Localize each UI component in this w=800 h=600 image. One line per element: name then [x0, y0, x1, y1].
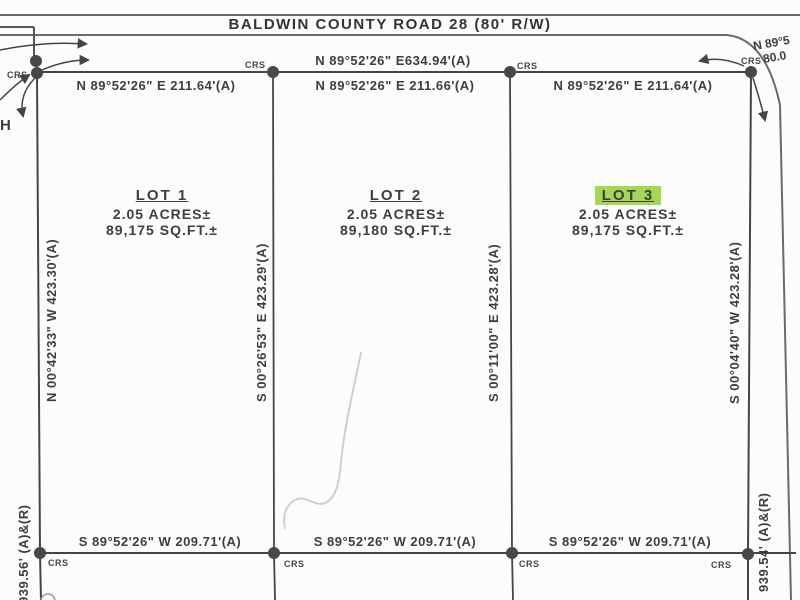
north-overall-bearing: N 89°52'26" E634.94'(A) [315, 53, 471, 68]
crs-label: CRS [284, 559, 305, 569]
leader-arrow [752, 77, 769, 123]
road-name-label: BALDWIN COUNTY ROAD 28 (80' R/W) [228, 16, 552, 33]
lot1-square-footage: 89,175 SQ.FT.± [106, 222, 218, 238]
north-lot3-bearing: N 89°52'26" E 211.64'(A) [553, 78, 713, 93]
leader-arrow [16, 77, 36, 119]
lot1-title: LOT 1 [135, 187, 189, 204]
east-south-extension-distance: 939.54' (A)&(R) [756, 492, 771, 592]
edge-arc [40, 593, 56, 600]
lot3-title-highlighted: LOT 3 [594, 186, 662, 205]
monument-dot [506, 547, 518, 559]
lot2-acreage: 2.05 ACRES± [346, 206, 446, 222]
south-lot1-bearing: S 89°52'26" W 209.71'(A) [78, 534, 242, 549]
lot3-block: LOT 3 2.05 ACRES± 89,175 SQ.FT.± [572, 186, 684, 238]
monument-dot [268, 547, 280, 559]
east-boundary-bearing: S 00°04'40" W 423.28'(A) [727, 241, 742, 404]
leader-arrow [0, 38, 89, 51]
west-boundary-line [36, 72, 42, 600]
lot1-block: LOT 1 2.05 ACRES± 89,175 SQ.FT.± [106, 186, 218, 238]
lot2-title: LOT 2 [369, 187, 423, 204]
lot3-acreage: 2.05 ACRES± [578, 206, 678, 222]
edge-truncated-text: H [0, 117, 11, 134]
crs-label: CRS [245, 60, 266, 70]
south-lot3-bearing: S 89°52'26" W 209.71'(A) [548, 534, 712, 549]
lot3-square-footage: 89,175 SQ.FT.± [572, 222, 684, 238]
crs-label: CRS [48, 558, 69, 568]
lot1-acreage: 2.05 ACRES± [112, 206, 212, 222]
leader-arrow [0, 73, 31, 101]
road-west-corner-line [0, 26, 35, 61]
crs-label: CRS [517, 61, 538, 71]
creek-line [283, 352, 362, 529]
monument-dot [504, 66, 516, 78]
leader-arrow [41, 54, 91, 71]
crs-label: CRS [711, 560, 732, 570]
crs-label: CRS [519, 559, 540, 569]
north-lot2-bearing: N 89°52'26" E 211.66'(A) [315, 78, 475, 93]
lot2-block: LOT 2 2.05 ACRES± 89,180 SQ.FT.± [340, 186, 452, 238]
leader-arrow [697, 53, 745, 67]
monument-dot [742, 548, 754, 560]
monument-dot [745, 66, 757, 78]
lot2-lot3-divider-bearing: S 00°11'00" E 423.28'(A) [486, 243, 501, 402]
east-boundary-line [747, 71, 752, 600]
monument-dot [34, 547, 46, 559]
lot1-lot2-divider-line [272, 70, 276, 600]
lot2-lot3-divider-line [509, 70, 514, 600]
lot1-lot2-divider-bearing: S 00°26'53" E 423.29'(A) [254, 243, 269, 402]
south-lot2-bearing: S 89°52'26" W 209.71'(A) [313, 534, 477, 549]
crs-label: CRS [741, 56, 762, 66]
monument-dot [30, 55, 42, 67]
crs-label: CRS [7, 70, 28, 80]
west-south-extension-distance: 939.56' (A)&(R) [16, 504, 31, 600]
monument-dot [267, 66, 279, 78]
north-lot1-bearing: N 89°52'26" E 211.64'(A) [76, 78, 236, 93]
monument-dot [31, 67, 43, 79]
road-south-edge-line [0, 34, 792, 600]
lot2-square-footage: 89,180 SQ.FT.± [340, 222, 452, 238]
west-boundary-bearing: N 00°42'33" W 423.30'(A) [44, 238, 59, 402]
